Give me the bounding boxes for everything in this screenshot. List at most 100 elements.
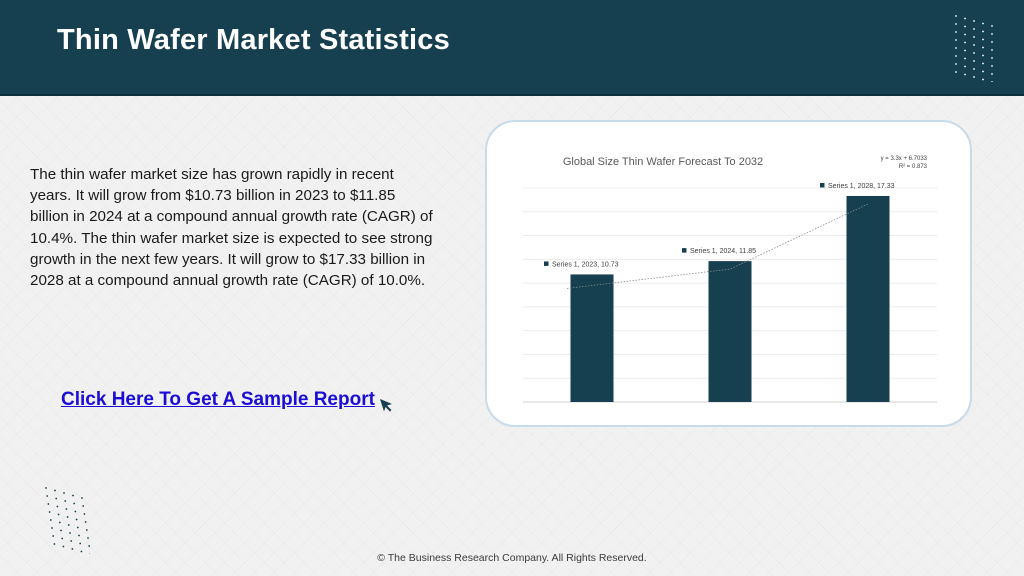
decor-dot bbox=[64, 500, 67, 502]
chart-card: Global Size Thin Wafer Forecast To 2032 … bbox=[485, 120, 972, 427]
decor-dot bbox=[48, 511, 51, 513]
decor-dot bbox=[67, 524, 70, 526]
decor-dot bbox=[991, 25, 993, 27]
decor-dot bbox=[84, 521, 87, 523]
decor-dot bbox=[982, 22, 984, 25]
decor-dot bbox=[955, 39, 957, 41]
trendline bbox=[566, 203, 869, 289]
decor-dot bbox=[82, 505, 85, 507]
decor-dot bbox=[78, 534, 80, 537]
cursor-arrow-icon bbox=[380, 399, 392, 412]
decor-dot bbox=[964, 17, 966, 20]
data-label-marker bbox=[544, 261, 549, 266]
bar-chart: Global Size Thin Wafer Forecast To 2032 … bbox=[523, 156, 937, 403]
decor-dot bbox=[973, 76, 975, 78]
decor-dot bbox=[964, 41, 966, 44]
decor-dot bbox=[991, 73, 993, 75]
chart-title: Global Size Thin Wafer Forecast To 2032 bbox=[563, 156, 763, 168]
decor-dot bbox=[80, 550, 83, 553]
decor-dot bbox=[955, 31, 957, 33]
dot-pattern-decoration bbox=[955, 15, 993, 82]
decor-dot bbox=[991, 49, 993, 51]
trendline-equation: y = 3.3x + 6.7033 bbox=[881, 156, 928, 162]
decor-dot bbox=[973, 44, 975, 46]
decor-dot bbox=[973, 60, 975, 62]
decor-dot bbox=[75, 518, 78, 521]
decor-dot bbox=[964, 57, 966, 60]
page-title: Thin Wafer Market Statistics bbox=[57, 24, 450, 56]
decor-dot bbox=[53, 543, 56, 545]
decor-dot bbox=[63, 492, 65, 494]
decor-dot bbox=[69, 532, 71, 534]
decor-dot bbox=[982, 46, 984, 49]
trendline-r-squared: R² = 0.873 bbox=[899, 164, 928, 170]
decor-dot bbox=[58, 521, 61, 524]
decor-dot bbox=[982, 38, 984, 41]
decor-dot bbox=[85, 529, 88, 531]
decor-dot bbox=[973, 36, 975, 38]
data-label: Series 1, 2028, 17.33 bbox=[828, 183, 895, 190]
decor-dot bbox=[62, 545, 65, 548]
decor-dot bbox=[955, 55, 957, 57]
decor-dot bbox=[47, 503, 50, 505]
decor-dot bbox=[991, 57, 993, 59]
decor-dot bbox=[991, 33, 993, 35]
copyright-footer: © The Business Research Company. All Rig… bbox=[377, 552, 647, 564]
decor-dot bbox=[76, 526, 79, 529]
decor-dot bbox=[60, 529, 62, 532]
decor-dot bbox=[973, 28, 975, 30]
decor-dot bbox=[70, 540, 73, 542]
data-label: Series 1, 2024, 11.85 bbox=[690, 248, 756, 255]
header-bar: Thin Wafer Market Statistics bbox=[0, 0, 1024, 96]
decor-dot bbox=[87, 537, 89, 539]
decor-dot bbox=[51, 527, 53, 529]
sample-report-link[interactable]: Click Here To Get A Sample Report bbox=[61, 389, 375, 410]
decor-dot bbox=[83, 513, 86, 515]
decor-dot bbox=[973, 20, 975, 22]
decor-dot bbox=[46, 495, 49, 497]
decor-dot bbox=[73, 502, 76, 505]
decor-dot bbox=[964, 73, 966, 76]
decor-dot bbox=[955, 47, 957, 49]
decor-dot bbox=[52, 535, 55, 537]
decor-dot bbox=[72, 494, 74, 497]
decor-dot bbox=[964, 65, 966, 68]
decor-dot bbox=[74, 510, 77, 513]
bar-2024 bbox=[708, 261, 752, 402]
data-label-marker bbox=[820, 182, 825, 188]
decor-dot bbox=[89, 553, 90, 554]
data-label: Series 1, 2023, 10.73 bbox=[552, 261, 619, 268]
decor-dot bbox=[45, 487, 47, 489]
decor-dot bbox=[955, 23, 957, 25]
decor-dot bbox=[955, 71, 957, 73]
decor-dot bbox=[964, 49, 966, 52]
market-description: The thin wafer market size has grown rap… bbox=[30, 166, 433, 290]
decor-dot bbox=[955, 63, 957, 65]
decor-dot bbox=[55, 497, 58, 500]
decor-dot bbox=[973, 52, 975, 54]
decor-dot bbox=[982, 78, 984, 81]
decor-dot bbox=[955, 15, 957, 17]
decor-dot bbox=[991, 81, 993, 82]
dot-pattern-decoration-bottom bbox=[45, 487, 90, 554]
decor-dot bbox=[79, 542, 82, 545]
data-label-marker bbox=[682, 248, 687, 253]
decor-dot bbox=[57, 513, 60, 516]
decor-dot bbox=[56, 505, 59, 508]
decor-dot bbox=[973, 68, 975, 70]
decor-dot bbox=[49, 519, 52, 521]
decor-dot bbox=[964, 25, 966, 28]
decor-dot bbox=[991, 41, 993, 43]
decor-dot bbox=[54, 489, 56, 492]
decor-dot bbox=[61, 537, 64, 540]
decor-dot bbox=[982, 62, 984, 65]
decor-dot bbox=[65, 508, 68, 510]
decor-dot bbox=[66, 516, 69, 518]
decor-dot bbox=[88, 545, 90, 547]
decor-dot bbox=[81, 497, 83, 499]
bar-2023 bbox=[570, 274, 614, 402]
decor-dot bbox=[982, 30, 984, 33]
decor-dot bbox=[982, 70, 984, 73]
decor-dot bbox=[982, 54, 984, 57]
bar-2028 bbox=[846, 195, 890, 402]
